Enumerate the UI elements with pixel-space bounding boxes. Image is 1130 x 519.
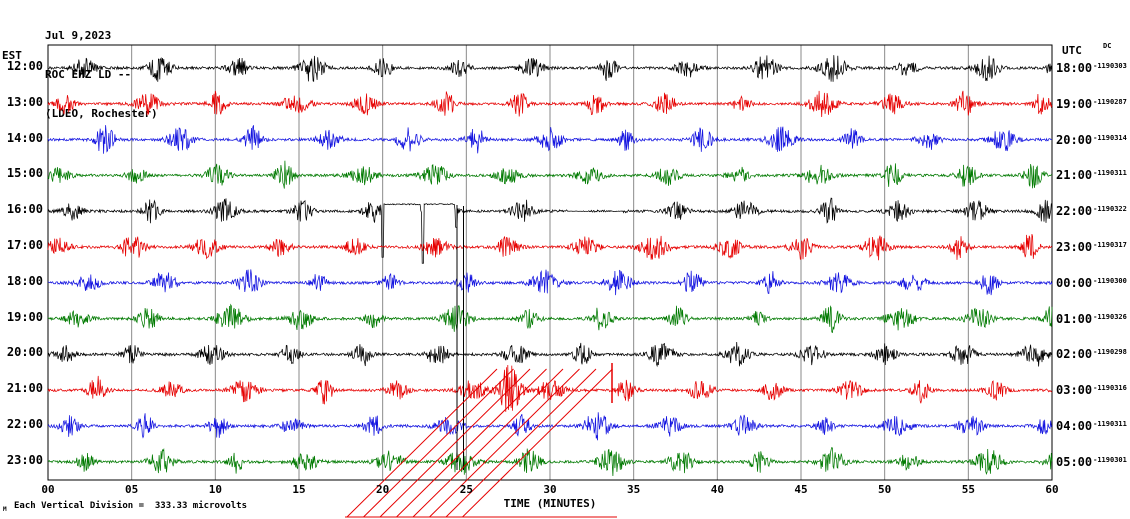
overlay-line-9 [445,368,597,518]
seismogram-trace-est-1500 [47,160,1053,189]
utc-hour-label-2200: 22:00-1190322 [1056,202,1127,218]
overlay-line-8 [429,368,580,518]
utc-hour-text: 20:00 [1056,132,1093,147]
dc-label: DC [1103,42,1112,50]
seismogram-trace-est-1600 [47,197,1053,264]
seismogram-trace-est-2300 [47,446,1053,477]
seismogram-trace-est-1900 [47,303,1053,334]
utc-hour-text: 02:00 [1056,347,1093,362]
est-hour-label-1500: 15:00 [6,166,43,181]
seismogram-trace-est-1800 [47,269,1053,296]
est-hour-label-2000: 20:00 [6,345,43,360]
utc-hour-label-0100: 01:00-1190326 [1056,310,1127,326]
footer-mark: M [3,506,7,513]
utc-counts-text: -1190298 [1093,348,1127,357]
est-hour-label-2100: 21:00 [6,381,43,396]
overlay-line-7 [412,368,564,518]
plot-border [47,44,1053,481]
utc-counts-text: -1190311 [1093,420,1127,428]
x-tick-label-20: 20 [376,483,390,496]
traces [47,55,1053,477]
x-tick-label-05: 05 [125,483,139,496]
utc-hour-text: 04:00 [1056,419,1093,433]
est-hour-labels-column: 12:00 13:00 14:00 15:00 16:00 17:00 18:00 19:00… [0,0,46,519]
scale-note: Each Vertical Division = 333.33 microvol… [14,501,247,511]
utc-hour-label-0200: 02:00-1190298 [1056,345,1127,361]
overlay-line-10 [462,368,613,518]
utc-counts-text: -1190300 [1093,276,1127,285]
title-location: (LDEO, Rochester) [45,107,158,120]
utc-counts-text: -1190316 [1093,384,1127,393]
utc-counts-text: -1190326 [1093,312,1127,321]
est-hour-label-1200: 12:00 [6,59,43,73]
utc-hour-label-2000: 20:00-1190314 [1056,131,1127,147]
seismogram-trace-est-1700 [47,233,1053,261]
overlay-line-4 [363,368,514,518]
seismogram-trace-est-2100 [47,364,1053,412]
utc-hour-text: 01:00 [1056,311,1093,326]
utc-hour-text: 03:00 [1056,383,1093,398]
utc-counts-text: -1190301 [1093,455,1127,464]
utc-counts-text: -1190322 [1093,205,1127,214]
seismogram-trace-est-1300 [47,90,1053,118]
x-tick-label-45: 45 [794,483,808,496]
x-axis-title: TIME (MINUTES) [503,497,597,510]
est-hour-label-1300: 13:00 [6,94,43,109]
utc-hour-label-0300: 03:00-1190316 [1056,381,1127,397]
utc-counts-text: -1190311 [1093,169,1127,178]
x-tick-label-10: 10 [208,483,222,496]
est-hour-label-1400: 14:00 [6,130,43,145]
x-tick-label-15: 15 [292,483,306,496]
est-hour-label-2200: 22:00 [6,417,43,431]
x-tick-label-60: 60 [1045,483,1059,496]
utc-hour-label-0500: 05:00-1190301 [1056,453,1127,469]
utc-hour-text: 05:00 [1056,454,1093,469]
utc-hour-text: 22:00 [1056,204,1093,219]
utc-hour-label-2100: 21:00-1190311 [1056,166,1127,182]
utc-hour-label-0000: 00:00-1190300 [1056,274,1127,290]
seismogram-trace-est-1400 [47,125,1053,154]
x-tick-label-50: 50 [878,483,892,496]
seismogram-trace-est-1200 [47,55,1053,82]
est-axis-label: EST [2,49,22,62]
est-hour-label-1700: 17:00 [6,238,43,252]
utc-counts-text: -1190314 [1093,133,1127,142]
x-tick-label-00: 00 [41,483,55,496]
x-tick-label-30: 30 [543,483,557,496]
utc-hour-label-1800: 18:00-1190303 [1056,59,1127,75]
est-hour-label-1900: 19:00 [6,309,43,324]
event-overlay [345,205,617,518]
utc-hour-text: 18:00 [1056,61,1093,75]
seismogram-trace-est-2200 [47,412,1053,441]
est-hour-label-2300: 23:00 [6,452,43,467]
utc-hour-labels-column: 18:00-1190303 19:00-1190287 20:00-1190314 2… [1056,0,1130,519]
utc-hour-text: 21:00 [1056,168,1093,183]
utc-hour-label-1900: 19:00-1190287 [1056,95,1127,111]
utc-hour-text: 19:00 [1056,96,1093,111]
x-tick-label-25: 25 [459,483,473,496]
utc-counts-text: -1190303 [1093,62,1127,70]
est-hour-label-1600: 16:00 [6,202,43,217]
utc-hour-label-2300: 23:00-1190317 [1056,238,1127,254]
overlay-line-5 [379,368,531,518]
overlay-line-3 [346,368,498,518]
utc-hour-text: 23:00 [1056,240,1093,254]
x-tick-label-55: 55 [961,483,975,496]
utc-hour-text: 00:00 [1056,275,1093,290]
est-hour-label-1800: 18:00 [6,273,43,288]
overlay-line-6 [396,368,547,518]
utc-axis-label: UTC [1062,44,1082,57]
x-tick-label-40: 40 [710,483,724,496]
seismogram-trace-est-2000 [47,341,1053,368]
x-tick-label-35: 35 [627,483,641,496]
title-date: Jul 9,2023 [45,29,112,42]
utc-counts-text: -1190317 [1093,241,1127,249]
utc-hour-label-0400: 04:00-1190311 [1056,417,1127,433]
utc-counts-text: -1190287 [1093,97,1127,106]
